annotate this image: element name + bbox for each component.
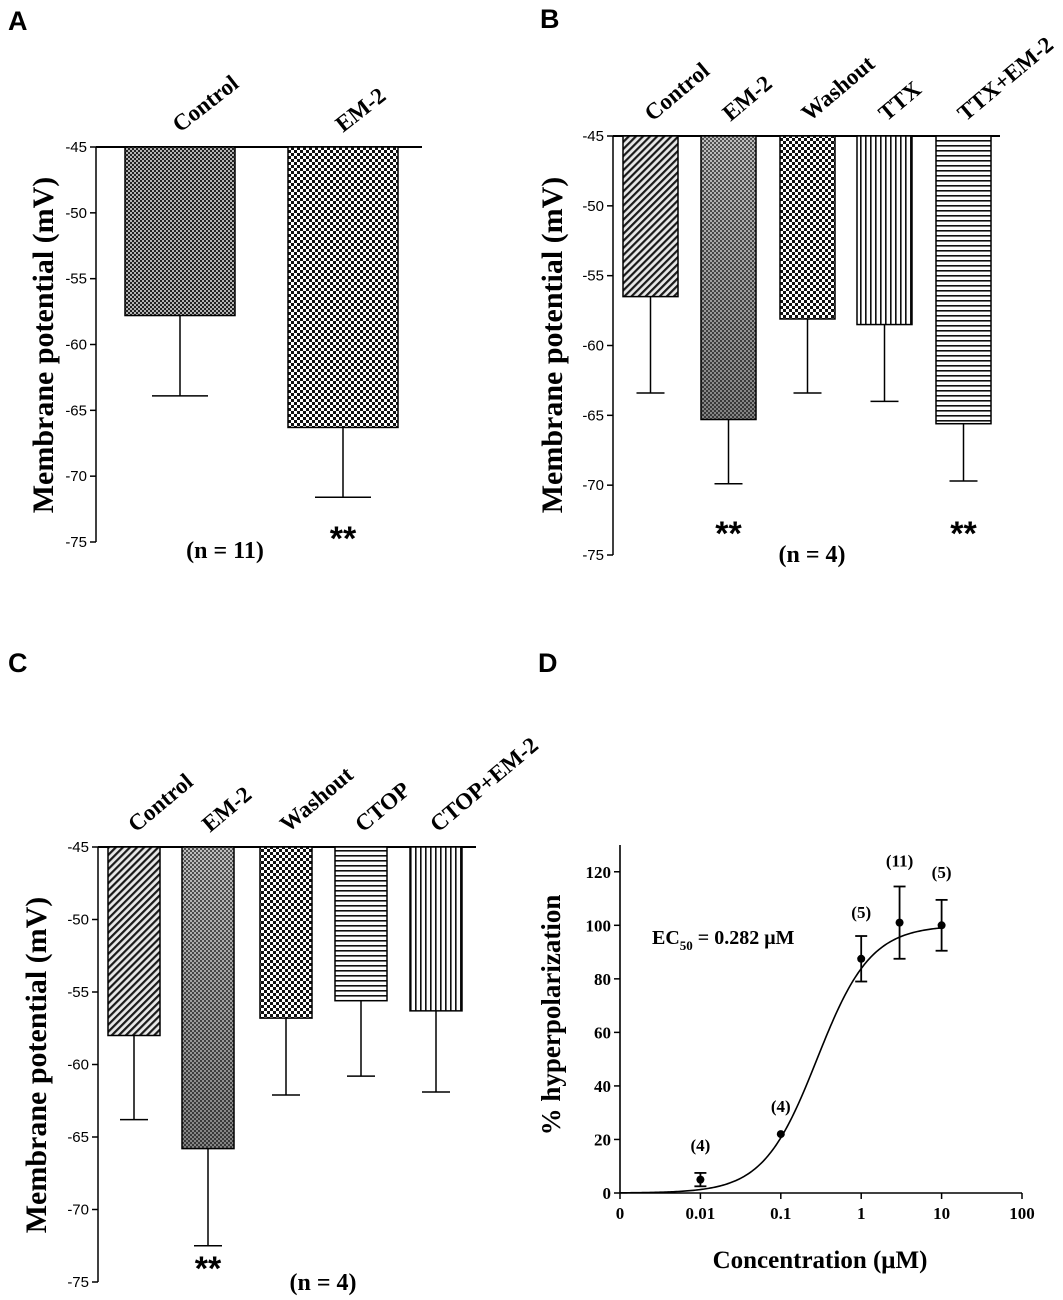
panel-d: 0 20 40 60 80 100 120 0 0.01 0.1 1 10 100 Concentrati… bbox=[536, 845, 1035, 1274]
panel-letter-a: A bbox=[8, 6, 28, 36]
data-point bbox=[696, 1175, 705, 1184]
significance-marker: ** bbox=[195, 1250, 222, 1288]
y-tick-label: -50 bbox=[67, 912, 89, 929]
bar bbox=[935, 135, 992, 425]
bar bbox=[856, 135, 913, 326]
n-label: (4) bbox=[771, 1097, 791, 1116]
y-tick-label: 120 bbox=[586, 863, 612, 882]
y-tick-label: -70 bbox=[67, 1202, 89, 1219]
n-label: (5) bbox=[932, 863, 952, 882]
y-axis-label: Membrane potential (mV) bbox=[20, 897, 53, 1234]
category-label: TTX+EM-2 bbox=[953, 32, 1058, 126]
category-label: CTOP bbox=[350, 777, 415, 837]
bar bbox=[409, 846, 463, 1012]
y-tick-label: 60 bbox=[594, 1023, 611, 1042]
category-label: Washout bbox=[275, 762, 358, 837]
y-tick-label: -50 bbox=[65, 205, 87, 222]
category-label: Control bbox=[168, 70, 243, 137]
panel-a: -45 -50 -55 -60 -65 -70 -75 Membrane potential … bbox=[27, 70, 422, 564]
y-tick-label: -75 bbox=[65, 534, 87, 551]
x-axis-label: Concentration (μM) bbox=[713, 1247, 928, 1274]
y-tick-label: -75 bbox=[582, 547, 604, 564]
n-label: (11) bbox=[886, 851, 913, 870]
x-tick-label: 100 bbox=[1009, 1204, 1035, 1223]
ec50-prefix: EC bbox=[652, 927, 680, 949]
ec50-annotation: EC50 = 0.282 μM bbox=[652, 927, 795, 953]
x-tick-label: 10 bbox=[933, 1204, 950, 1223]
y-tick-label: 0 bbox=[603, 1184, 612, 1203]
panel-c: -45 -50 -55 -60 -65 -70 -75 Membrane potential … bbox=[20, 732, 543, 1296]
panel-letter-c: C bbox=[8, 648, 28, 678]
bar bbox=[259, 846, 313, 1019]
bar bbox=[334, 846, 388, 1002]
data-point bbox=[937, 921, 946, 930]
ec50-subscript: 50 bbox=[680, 938, 693, 953]
y-tick-label: -45 bbox=[582, 128, 604, 145]
data-point bbox=[857, 954, 866, 963]
panel-letter-d: D bbox=[538, 648, 558, 678]
y-tick-label: -65 bbox=[582, 407, 604, 424]
x-tick-label: 1 bbox=[857, 1204, 866, 1223]
x-tick-label: 0.01 bbox=[686, 1204, 716, 1223]
category-label: CTOP+EM-2 bbox=[425, 732, 543, 837]
y-tick-label: -55 bbox=[65, 271, 87, 288]
category-label: EM-2 bbox=[197, 782, 256, 837]
y-tick-label: 40 bbox=[594, 1077, 611, 1096]
y-tick-label: 100 bbox=[586, 916, 612, 935]
y-tick-label: -65 bbox=[67, 1129, 89, 1146]
data-point bbox=[895, 918, 904, 927]
y-tick-label: -60 bbox=[65, 337, 87, 354]
bar bbox=[107, 846, 161, 1037]
category-label: Control bbox=[123, 769, 197, 837]
y-axis-label: Membrane potential (mV) bbox=[536, 177, 569, 514]
category-label: Control bbox=[640, 58, 714, 126]
bar bbox=[779, 135, 836, 320]
n-label: (n = 4) bbox=[289, 1270, 356, 1296]
bar bbox=[622, 135, 679, 298]
significance-marker: ** bbox=[950, 515, 977, 553]
n-label: (n = 11) bbox=[186, 538, 264, 564]
fit-curve bbox=[619, 927, 942, 1194]
y-tick-label: -70 bbox=[65, 468, 87, 485]
n-label: (4) bbox=[690, 1136, 710, 1155]
y-tick-label: -55 bbox=[67, 984, 89, 1001]
y-tick-label: 20 bbox=[594, 1130, 611, 1149]
y-tick-label: -45 bbox=[65, 139, 87, 156]
y-tick-label: -65 bbox=[65, 402, 87, 419]
y-tick-label: -55 bbox=[582, 268, 604, 285]
y-tick-label: -70 bbox=[582, 477, 604, 494]
category-label: EM-2 bbox=[331, 83, 391, 137]
y-tick-label: -75 bbox=[67, 1274, 89, 1291]
panel-b: -45 -50 -55 -60 -65 -70 -75 Membrane potential … bbox=[536, 32, 1058, 568]
data-point bbox=[776, 1130, 785, 1139]
category-label: TTX bbox=[874, 76, 927, 126]
x-tick-label: 0 bbox=[616, 1204, 625, 1223]
panel-letter-b: B bbox=[540, 4, 560, 34]
y-tick-label: -45 bbox=[67, 839, 89, 856]
bar-shading bbox=[182, 847, 234, 1149]
y-tick-label: -60 bbox=[582, 338, 604, 355]
y-tick-label: -50 bbox=[582, 198, 604, 215]
significance-marker: ** bbox=[330, 520, 357, 558]
y-axis-label: % hyperpolarization bbox=[536, 895, 566, 1136]
bar bbox=[124, 146, 236, 317]
x-tick-label: 0.1 bbox=[770, 1204, 791, 1223]
category-label: EM-2 bbox=[718, 71, 777, 126]
y-tick-label: 80 bbox=[594, 970, 611, 989]
bar bbox=[287, 146, 399, 429]
y-axis-label: Membrane potential (mV) bbox=[27, 177, 60, 514]
ec50-value: = 0.282 μM bbox=[693, 927, 795, 949]
y-tick-label: -60 bbox=[67, 1057, 89, 1074]
n-label: (n = 4) bbox=[778, 542, 845, 568]
significance-marker: ** bbox=[715, 515, 742, 553]
n-label: (5) bbox=[851, 903, 871, 922]
category-label: Washout bbox=[797, 51, 880, 126]
bar-shading bbox=[701, 136, 756, 420]
